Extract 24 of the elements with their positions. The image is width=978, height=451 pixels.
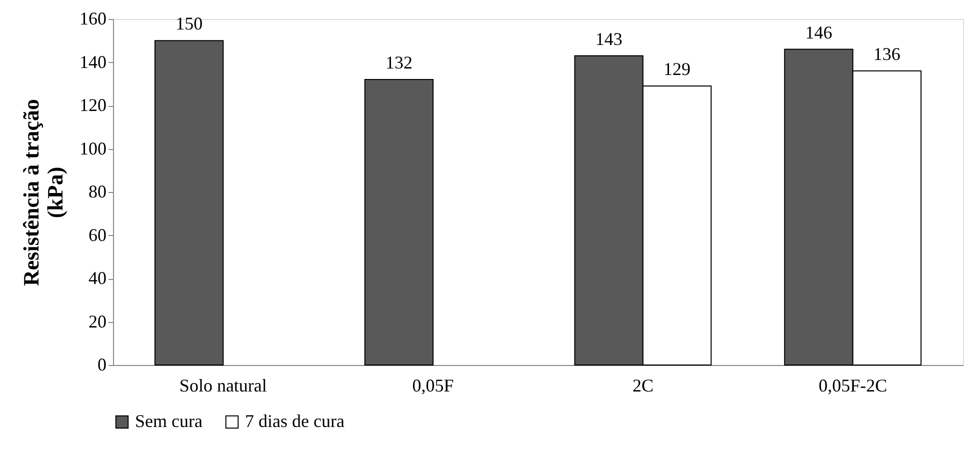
y-tick-label: 20 <box>88 311 106 332</box>
y-tick-label: 40 <box>88 268 106 288</box>
y-axis-title: Resistência à tração (kPa) <box>18 99 68 286</box>
bar <box>364 79 434 366</box>
y-tick-label: 100 <box>80 138 106 158</box>
y-tick-label: 140 <box>80 52 106 72</box>
data-label: 150 <box>176 14 203 34</box>
legend-label: 7 dias de cura <box>245 411 344 431</box>
x-tick-label: 0,05F <box>412 376 454 396</box>
data-label: 129 <box>664 59 691 80</box>
x-tick-label: 2C <box>632 376 654 396</box>
legend-label: Sem cura <box>135 411 202 431</box>
data-label: 143 <box>595 28 622 49</box>
y-tick-label: 80 <box>88 182 106 202</box>
y-tick-label: 120 <box>80 95 106 115</box>
y-tick-label: 60 <box>88 224 106 245</box>
data-label: 146 <box>805 22 832 42</box>
data-label: 132 <box>385 52 412 73</box>
x-tick-label: Solo natural <box>179 376 267 396</box>
x-tick-label: 0,05F-2C <box>818 376 888 396</box>
y-tick-label: 160 <box>80 8 106 28</box>
bar <box>154 40 224 366</box>
data-label: 136 <box>873 44 900 64</box>
y-tick-label: 0 <box>98 354 106 374</box>
